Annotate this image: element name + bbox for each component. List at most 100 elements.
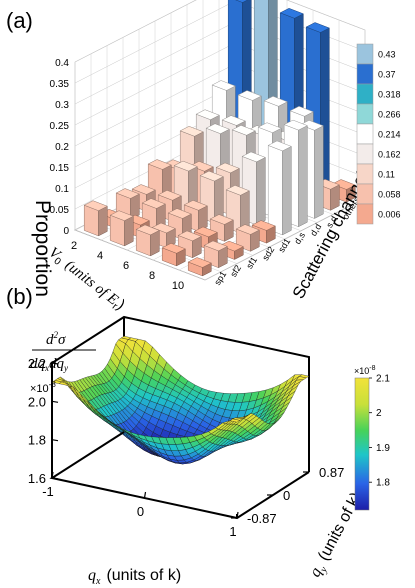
panel-a-bar-top	[199, 170, 224, 182]
panel-a-bar-side	[256, 156, 266, 226]
panel-a-bar-top	[209, 214, 234, 225]
panel-a-colorbar-tick-label: 0.11	[378, 170, 395, 180]
panel-a-colorbar-tick-label: 0.43	[378, 50, 396, 60]
panel-a-bar-top	[147, 159, 172, 170]
panel-b-y-ticks: 0.87 0 -0.87	[231, 465, 344, 526]
panel-a-bar-top	[189, 161, 214, 172]
panel-a-colorbar-tick-label: 0.318	[378, 90, 401, 100]
panel-a-bar-top	[161, 243, 186, 254]
panel-a-bar-top	[331, 179, 356, 190]
panel-a: (a) 0 0.05 0.1 0.15 0.2 0.25 0.3 0.35 0.4 2 4 6 8 10…	[6, 0, 401, 315]
panel-a-y-tick-label: 0.1	[55, 184, 69, 195]
panel-a-bar-top	[167, 208, 192, 219]
panel-a-bar-top	[263, 96, 288, 107]
panel-a-colorbar-band	[356, 103, 374, 125]
panel-a-y-tick-label: 0.2	[55, 142, 69, 153]
panel-a-bar-top	[225, 185, 250, 196]
panel-b-y-tick-label: 0	[283, 488, 290, 503]
panel-b: (b) d2σ dqxdqy ×10-8 2.22.01.81.6 -101 0…	[6, 284, 390, 587]
panel-a-bar	[135, 224, 160, 257]
panel-b-colorbar-tick-label: 1.8	[376, 478, 390, 489]
panel-a-colorbar-tick-label: 0.058	[378, 190, 401, 200]
panel-a-colorbar-band	[356, 43, 374, 65]
panel-a-bar	[235, 224, 260, 252]
panel-b-z-tick	[51, 477, 59, 480]
panel-a-colorbar-tick-label: 0.162	[378, 150, 401, 160]
panel-a-bar-top	[267, 140, 292, 152]
panel-b-surface	[51, 336, 310, 465]
panel-a-bar-top	[203, 240, 228, 252]
panel-a-bar-top	[251, 220, 276, 231]
panel-a-bar	[209, 214, 234, 242]
panel-b-z-tick	[51, 400, 59, 403]
panel-b-y-tick-label: 0.87	[319, 465, 344, 480]
panel-a-x-axis-label: V0(units of Er)	[44, 244, 128, 315]
panel-a-x-tick-label: 2	[71, 240, 77, 252]
panel-a-bar-top	[109, 210, 134, 221]
panel-a-bar-side	[298, 125, 308, 228]
panel-a-bar-top	[157, 190, 182, 201]
panel-a-bar-top	[237, 90, 262, 101]
panel-a-y-tick-label: 0.15	[50, 163, 70, 174]
panel-a-bar-side	[98, 205, 108, 237]
panel-b-z-tick-label: 1.6	[28, 471, 46, 486]
panel-a-x-tick-label: 10	[172, 280, 184, 292]
panel-a-colorbar-band	[356, 123, 374, 145]
panel-a-bar-top	[219, 240, 244, 252]
panel-b-colorbar: ×10-8 2.1 2 1.9 1.8	[354, 365, 390, 511]
panel-a-bar	[187, 257, 212, 277]
panel-a-y-axis-label: Proportion	[31, 200, 54, 297]
panel-a-bar-top	[115, 188, 140, 199]
panel-a-bar-top	[235, 224, 260, 235]
panel-a-bar-top	[83, 200, 108, 211]
panel-a-bar-top	[231, 125, 256, 136]
panel-a-y-tick-label: 0.4	[55, 58, 69, 69]
panel-a-gridline	[74, 62, 206, 281]
panel-a-bar-top	[195, 109, 220, 120]
panel-a-bar-top	[177, 230, 202, 242]
panel-a-bar	[267, 140, 292, 236]
panel-b-x-tick-label: -1	[42, 484, 54, 499]
panel-a-bar-side	[124, 215, 134, 247]
panel-a-colorbar-band	[356, 83, 374, 105]
panel-b-colorbar-tick-label: 2	[376, 408, 382, 419]
panel-b-y-tick-label: -0.87	[247, 511, 277, 526]
panel-a-bar-top	[183, 200, 208, 211]
panel-a-colorbar-tick-label: 0.37	[378, 70, 396, 80]
panel-a-x-ticks: 2 4 6 8 10	[71, 240, 184, 292]
panel-a-label: (a)	[6, 8, 33, 33]
panel-a-colorbar-tick-label: 0.266	[378, 110, 401, 120]
panel-a-channel-tick-label: sd1	[276, 237, 292, 255]
panel-a-y-tick-label: 0.35	[50, 79, 70, 90]
panel-a-bar-side	[282, 145, 292, 236]
panel-a-bar-top	[279, 8, 304, 19]
panel-b-z-ticks: 2.2 2.0 1.8 1.6	[28, 356, 59, 486]
panel-a-colorbar: 0.43 0.37 0.318 0.266 0.214 0.162 0.11 0.058 0.0…	[356, 43, 401, 225]
panel-a-bar-top	[205, 123, 230, 134]
panel-a-bar-top	[299, 120, 324, 131]
panel-a-bar-top	[283, 119, 308, 131]
panel-a-bars	[83, 0, 356, 277]
panel-b-x-tick-label: 0	[137, 504, 144, 519]
panel-b-x-axis-label: qx (units of k)	[88, 567, 181, 587]
panel-a-gridline	[74, 0, 366, 63]
panel-b-colorbar-tick-label: 1.9	[376, 443, 390, 454]
panel-a-colorbar-band	[356, 183, 374, 205]
panel-a-bar-top	[179, 126, 204, 137]
panel-a-bar-top	[215, 162, 240, 174]
panel-a-colorbar-band	[356, 203, 374, 225]
panel-a-bar-top	[187, 257, 212, 268]
panel-b-colorbar-gradient	[354, 377, 370, 511]
panel-b-label: (b)	[6, 284, 33, 309]
panel-a-bar-top	[289, 106, 314, 117]
panel-a-y-tick-label: 0.3	[55, 100, 69, 111]
panel-a-channel-tick-label: d,s	[292, 230, 307, 246]
panel-a-x-tick-label: 4	[97, 250, 103, 262]
panel-a-colorbar-tick-label: 0.214	[378, 130, 401, 140]
panel-a-colorbar-band	[356, 143, 374, 165]
panel-b-x-ticks: -1 0 1	[42, 471, 239, 539]
panel-a-bar-top	[211, 80, 236, 91]
panel-b-z-tick-label: 2.2	[28, 356, 46, 371]
panel-b-x-tick	[51, 471, 54, 479]
panel-a-bar-side	[314, 125, 324, 219]
